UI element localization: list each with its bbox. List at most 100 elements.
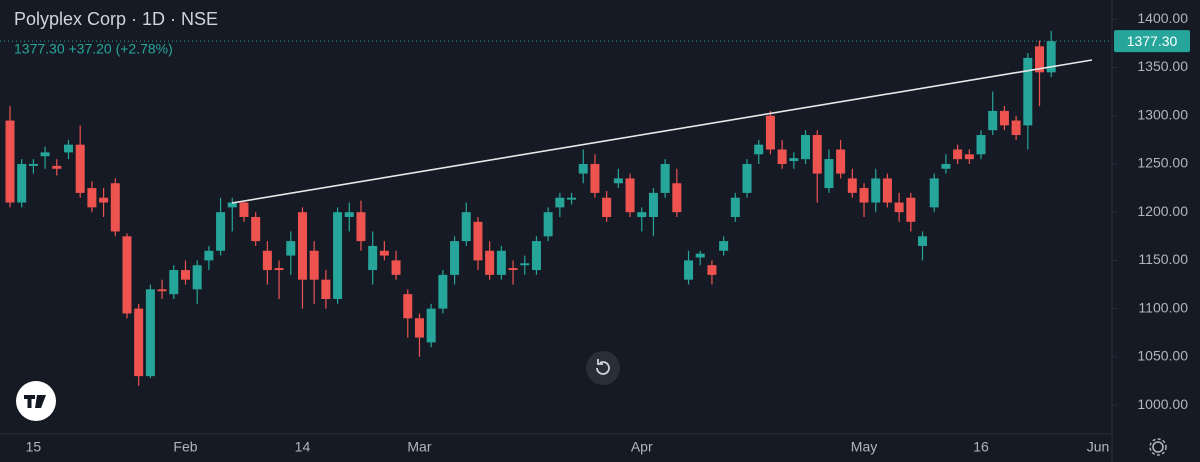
candle-body xyxy=(508,268,518,271)
candle-body xyxy=(1035,46,1045,73)
candle-body xyxy=(309,250,319,280)
candle-body xyxy=(730,197,740,217)
candle-body xyxy=(894,202,904,213)
candle-body xyxy=(906,197,916,222)
candle-body xyxy=(227,202,237,208)
x-tick-label: Feb xyxy=(173,439,197,455)
y-tick-label: 1150.00 xyxy=(1138,251,1188,267)
settings-icon[interactable] xyxy=(1149,438,1167,456)
candle-body xyxy=(531,241,541,271)
y-tick-label: 1000.00 xyxy=(1137,396,1188,412)
candle-body xyxy=(461,212,471,242)
candle-body xyxy=(391,260,401,275)
y-tick-label: 1300.00 xyxy=(1137,106,1188,122)
candle-body xyxy=(122,236,132,314)
y-tick-label: 1050.00 xyxy=(1137,348,1188,364)
chart-title: Polyplex Corp · 1D · NSE xyxy=(14,9,218,29)
candle-body xyxy=(824,159,834,189)
y-tick-label: 1100.00 xyxy=(1138,299,1188,315)
candle-body xyxy=(438,274,448,309)
candle-body xyxy=(134,308,144,377)
candle-body xyxy=(1011,120,1021,136)
trend-line[interactable] xyxy=(231,59,1093,204)
candle-body xyxy=(87,188,97,208)
candle-body xyxy=(28,163,38,166)
candle-body xyxy=(929,178,939,208)
candle-body xyxy=(17,163,27,203)
candle-body xyxy=(637,212,647,217)
x-tick-label: 14 xyxy=(295,439,311,455)
candle-body xyxy=(1046,41,1056,73)
candle-body xyxy=(648,192,658,217)
candle-body xyxy=(344,212,354,217)
candle-body xyxy=(999,110,1009,126)
candle-body xyxy=(613,178,623,184)
candle-body xyxy=(414,318,424,338)
candle-body xyxy=(543,212,553,237)
candle-body xyxy=(403,294,413,319)
candle-body xyxy=(812,135,822,174)
candle-body xyxy=(5,120,15,203)
candle-body xyxy=(754,144,764,155)
candle-body xyxy=(356,212,366,242)
candle-body xyxy=(882,178,892,203)
candle-body xyxy=(368,245,378,271)
candle-body xyxy=(145,289,155,377)
candle-body xyxy=(859,188,869,203)
candle-body xyxy=(742,163,752,193)
candle-body xyxy=(40,152,50,157)
candle-body xyxy=(251,217,261,242)
candle-body xyxy=(239,202,249,217)
candle-body xyxy=(157,289,167,292)
candle-body xyxy=(602,197,612,217)
candle-body xyxy=(801,135,811,160)
candle-body xyxy=(941,163,951,169)
candle-body xyxy=(379,250,389,256)
candle-body xyxy=(871,178,881,203)
x-tick-label: May xyxy=(851,439,877,455)
logo[interactable] xyxy=(16,381,56,421)
candle-body xyxy=(578,163,588,174)
candle-body xyxy=(496,250,506,275)
candle-body xyxy=(520,263,530,266)
candle-body xyxy=(333,212,343,299)
candle-body xyxy=(262,250,272,271)
candle-body xyxy=(274,268,284,271)
candle-body xyxy=(672,183,682,213)
candle-body xyxy=(555,197,565,208)
candle-body xyxy=(52,165,62,169)
candle-body xyxy=(590,163,600,193)
legend-values: 1377.30 +37.20 (+2.78%) xyxy=(14,41,173,57)
candle-body xyxy=(450,241,460,275)
candle-body xyxy=(75,144,85,193)
candle-body xyxy=(988,110,998,131)
price-tag xyxy=(1114,30,1190,53)
candle-body xyxy=(473,221,483,261)
y-tick-label: 1400.00 xyxy=(1137,10,1188,26)
price-tag-label: 1377.30 xyxy=(1127,33,1178,49)
plot xyxy=(0,18,1117,406)
candle-body xyxy=(695,253,705,258)
candle-body xyxy=(765,115,775,150)
candle-body xyxy=(297,212,307,280)
reset-button[interactable] xyxy=(586,351,620,385)
candle-body xyxy=(110,183,120,232)
candle-body xyxy=(836,149,846,174)
candle-body xyxy=(684,260,694,280)
candle-body xyxy=(204,250,214,261)
candle-body xyxy=(719,241,729,251)
x-tick-label: Apr xyxy=(631,439,653,455)
candle-body xyxy=(660,163,670,193)
candle-body xyxy=(953,149,963,160)
candle-body xyxy=(426,308,436,343)
candle-body xyxy=(180,270,190,280)
x-tick-label: 16 xyxy=(973,439,989,455)
x-tick-label: Mar xyxy=(407,439,431,455)
candle-body xyxy=(99,197,109,203)
candle-body xyxy=(976,135,986,155)
y-tick-label: 1200.00 xyxy=(1137,203,1188,219)
candle-body xyxy=(321,279,331,299)
